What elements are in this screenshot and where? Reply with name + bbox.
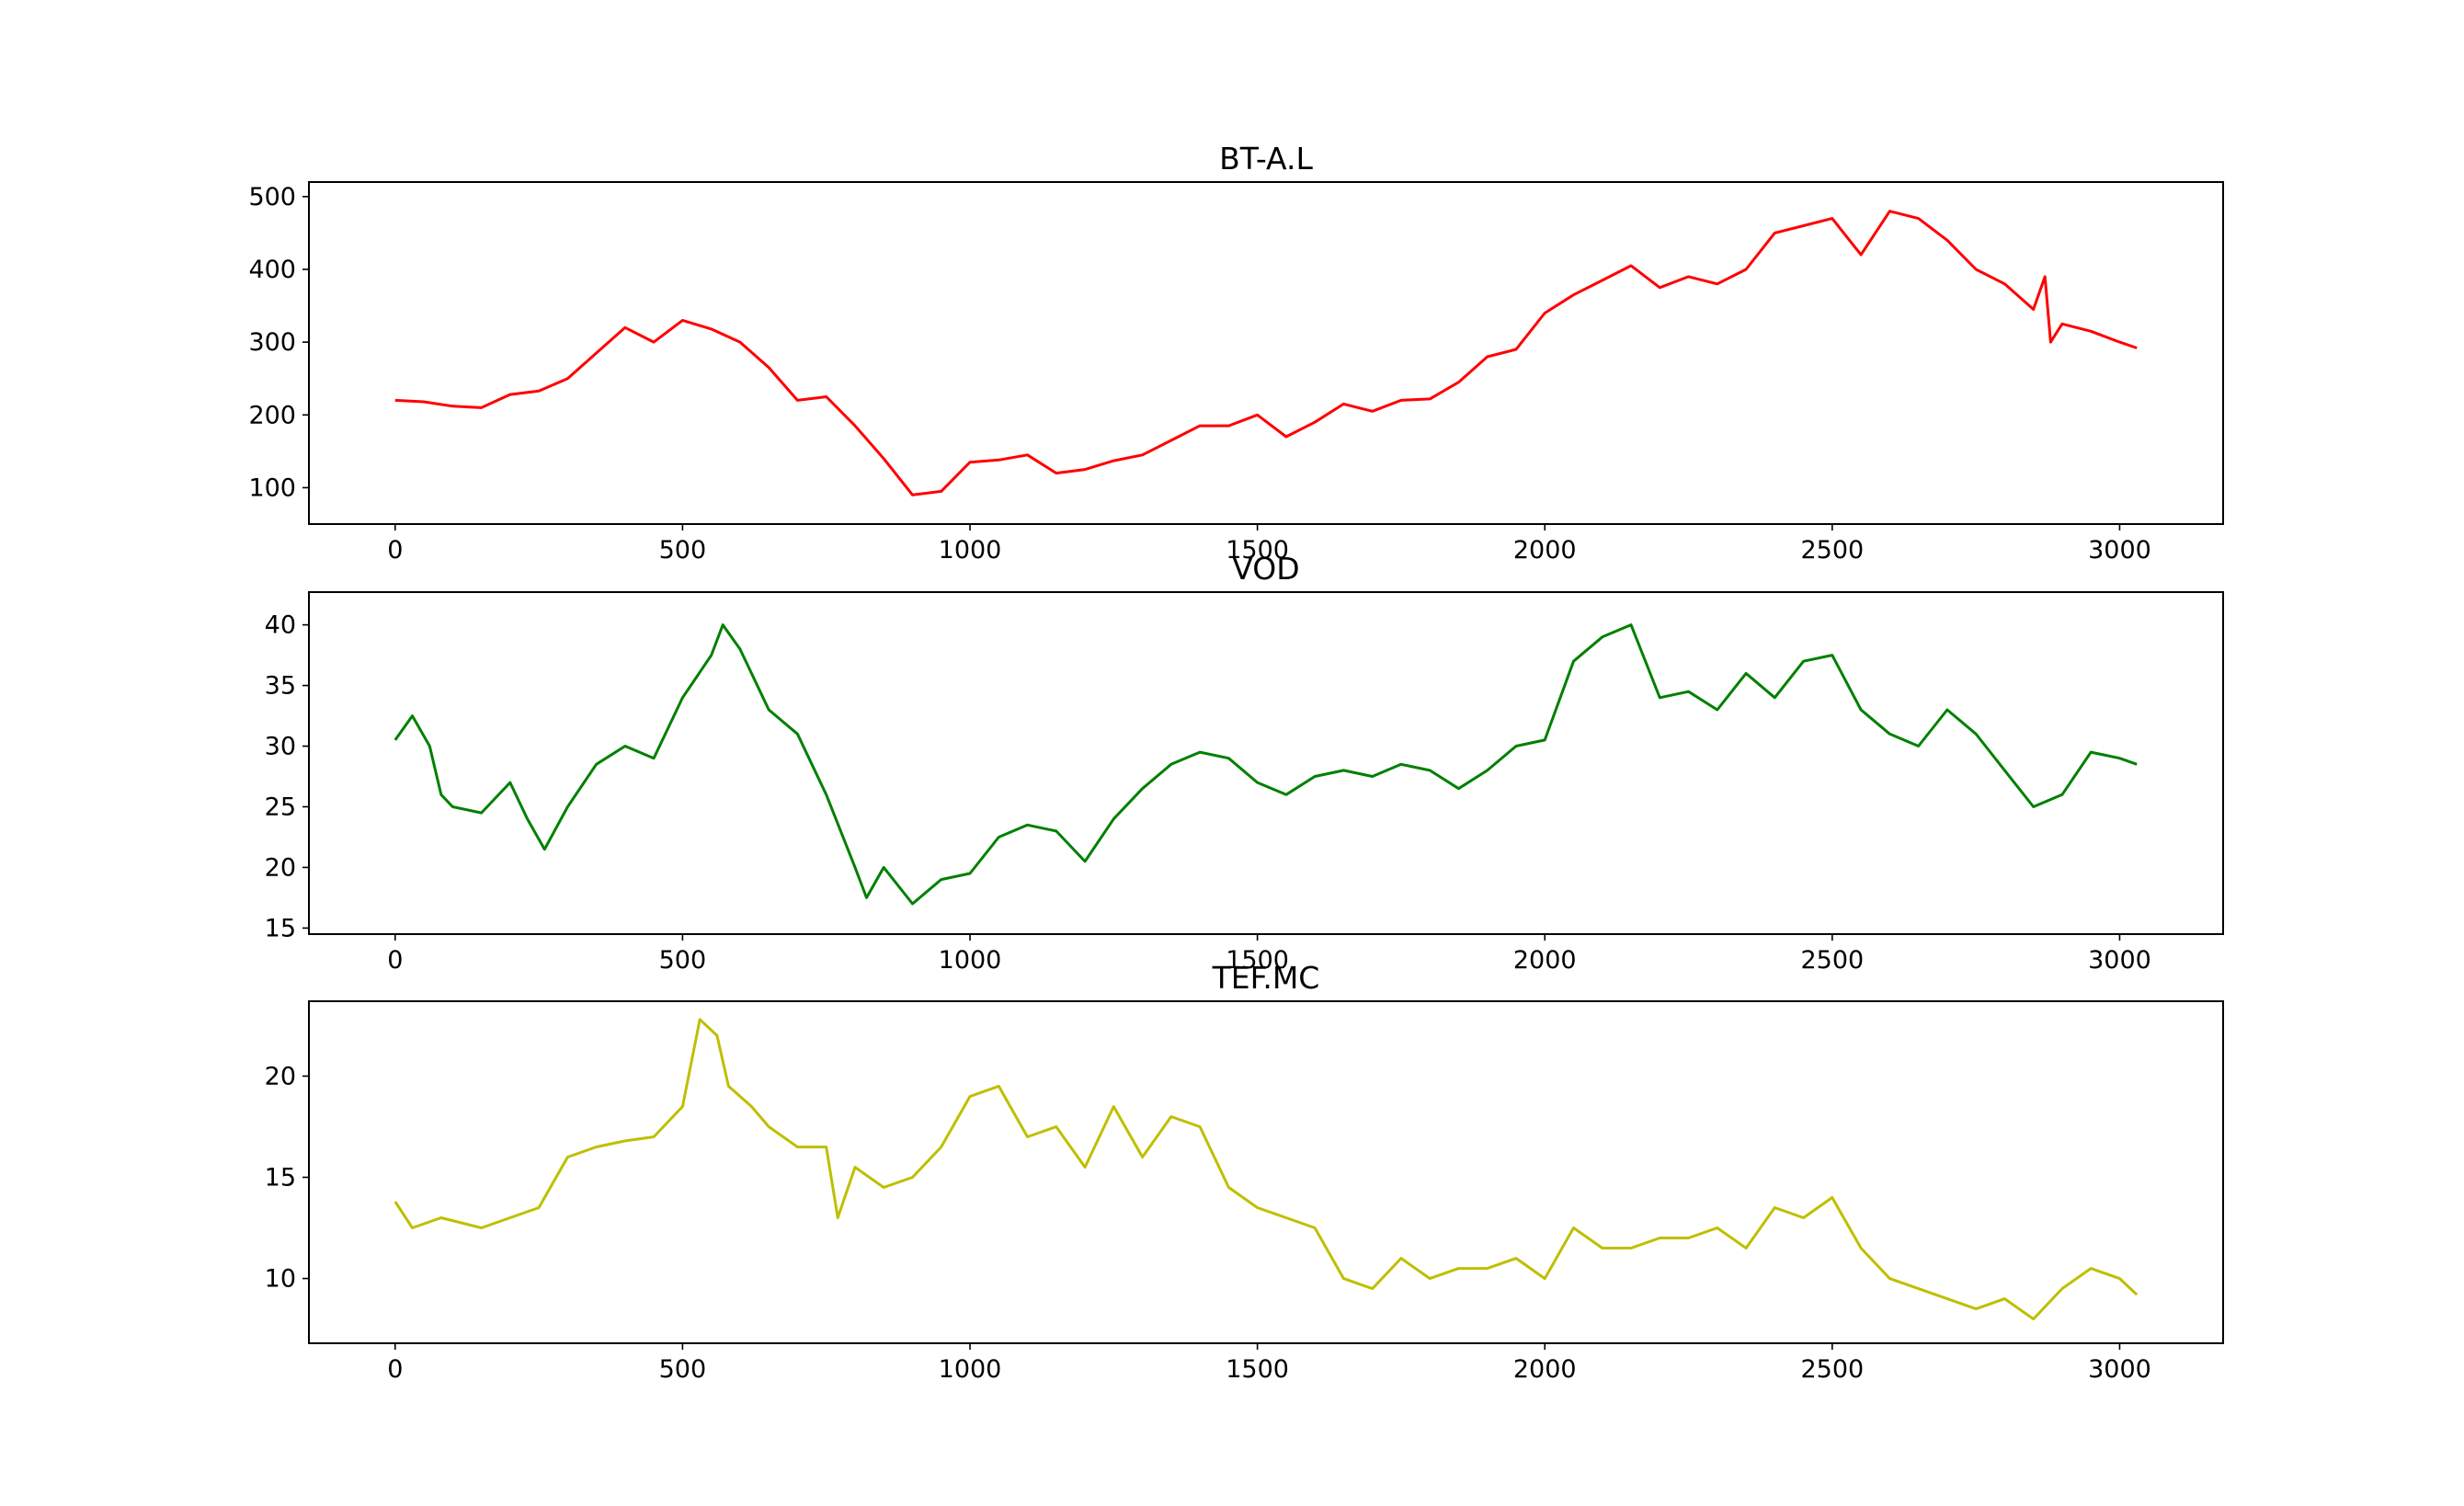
x-tick-label: 0: [387, 536, 403, 565]
y-tick-label: 20: [265, 1062, 296, 1090]
subplot-tef-mc: TEF.MC 0 500 1000 1500 2000 2500 3000 10 15 20: [265, 960, 2224, 1384]
x-tick-label: 3000: [2088, 1355, 2151, 1384]
x-tick-label: 2500: [1800, 946, 1864, 975]
y-tick-label: 500: [248, 183, 296, 211]
plot-frame: [308, 591, 2224, 935]
y-tick-label: 15: [265, 1164, 296, 1192]
x-tick-label: 1500: [1226, 946, 1289, 975]
x-tick-label: 2500: [1800, 536, 1864, 565]
plot-frame: [308, 1000, 2224, 1344]
series-line: [394, 1018, 2139, 1321]
data-area: 0 500 1000 1500 2000 2500 3000 10 15 20: [265, 1018, 2151, 1384]
x-tick-label: 3000: [2088, 946, 2151, 975]
x-tick-label: 500: [659, 1355, 707, 1384]
x-tick-label: 0: [387, 946, 403, 975]
subplot-bt-a-l: BT-A.L 0 500 1000 1500 2000 2500 3000 100 200 300…: [248, 141, 2224, 565]
x-tick-label: 2000: [1513, 536, 1577, 565]
y-tick-label: 10: [265, 1265, 296, 1294]
y-tick-label: 400: [248, 256, 296, 284]
y-tick-label: 15: [265, 914, 296, 942]
chart-title: TEF.MC: [1212, 960, 1320, 996]
subplot-vod: VOD 0 500 1000 1500 2000 2500 3000 15 20 25 30 35 40: [265, 551, 2224, 975]
y-tick-label: 100: [248, 473, 296, 502]
y-tick-label: 300: [248, 328, 296, 357]
plot-frame: [308, 181, 2224, 525]
y-tick-label: 40: [265, 611, 296, 640]
chart-title: VOD: [1232, 551, 1299, 587]
x-tick-label: 1000: [939, 946, 1002, 975]
y-tick-label: 30: [265, 733, 296, 761]
x-tick-label: 1500: [1226, 1355, 1289, 1384]
y-tick-label: 200: [248, 401, 296, 429]
x-tick-label: 2500: [1800, 1355, 1864, 1384]
y-tick-label: 25: [265, 793, 296, 821]
y-tick-label: 35: [265, 672, 296, 701]
x-tick-label: 500: [659, 946, 707, 975]
x-tick-label: 1000: [939, 536, 1002, 565]
data-area: 0 500 1000 1500 2000 2500 3000 100 200 300 400 500: [248, 183, 2150, 565]
x-tick-label: 2000: [1513, 946, 1577, 975]
x-tick-label: 1000: [939, 1355, 1002, 1384]
y-tick-label: 20: [265, 853, 296, 882]
x-tick-label: 500: [659, 536, 707, 565]
series-line: [394, 623, 2138, 906]
x-tick-label: 1500: [1226, 536, 1289, 565]
x-tick-label: 0: [387, 1355, 403, 1384]
chart-title: BT-A.L: [1219, 141, 1313, 177]
x-tick-label: 3000: [2088, 536, 2151, 565]
data-area: 0 500 1000 1500 2000 2500 3000 15 20 25 30 35 40: [265, 611, 2151, 975]
series-line: [394, 210, 2138, 496]
x-tick-label: 2000: [1513, 1355, 1577, 1384]
